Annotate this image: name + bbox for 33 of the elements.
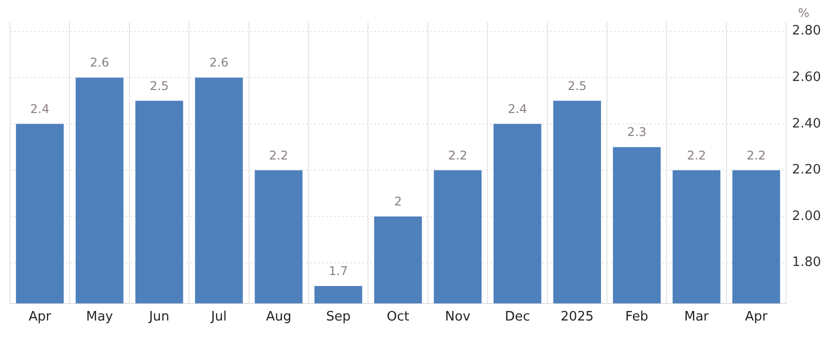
y-tick-label: 1.80 <box>792 255 822 270</box>
x-tick-label: 2025 <box>560 310 594 325</box>
data-label: 2.2 <box>448 148 468 162</box>
x-tick-label: Feb <box>625 310 648 325</box>
y-axis-title: % <box>798 6 810 20</box>
x-tick-label: May <box>86 310 114 325</box>
x-tick-label: Mar <box>684 310 710 325</box>
data-label: 2.2 <box>686 148 706 162</box>
data-label: 2.6 <box>209 56 228 70</box>
x-tick-label: Oct <box>386 310 410 325</box>
y-tick-label: 2.60 <box>792 70 822 85</box>
data-label: 2.2 <box>269 148 288 162</box>
y-tick-label: 2.00 <box>792 208 822 224</box>
x-tick-label: Nov <box>445 310 471 325</box>
data-label: 2.3 <box>627 125 646 140</box>
y-tick-label: 2.20 <box>792 162 822 178</box>
x-tick-label: Jun <box>148 310 170 325</box>
data-label: 1.7 <box>328 264 348 278</box>
data-label: 2.2 <box>746 148 766 162</box>
y-tick-label: 2.40 <box>792 116 822 132</box>
data-label: 2.6 <box>90 56 110 70</box>
y-tick-label: 2.80 <box>792 24 822 39</box>
x-tick-label: Aug <box>266 310 292 325</box>
data-label: 2 <box>394 194 402 209</box>
data-label: 2.5 <box>150 78 169 93</box>
x-tick-label: Sep <box>326 310 351 325</box>
x-tick-label: Apr <box>744 310 768 325</box>
data-label: 2.4 <box>508 102 527 116</box>
x-tick-label: Dec <box>504 310 530 325</box>
data-label: 2.4 <box>30 102 50 116</box>
data-label: 2.5 <box>568 78 587 93</box>
x-tick-label: Jul <box>210 310 227 325</box>
x-tick-label: Apr <box>28 310 52 325</box>
